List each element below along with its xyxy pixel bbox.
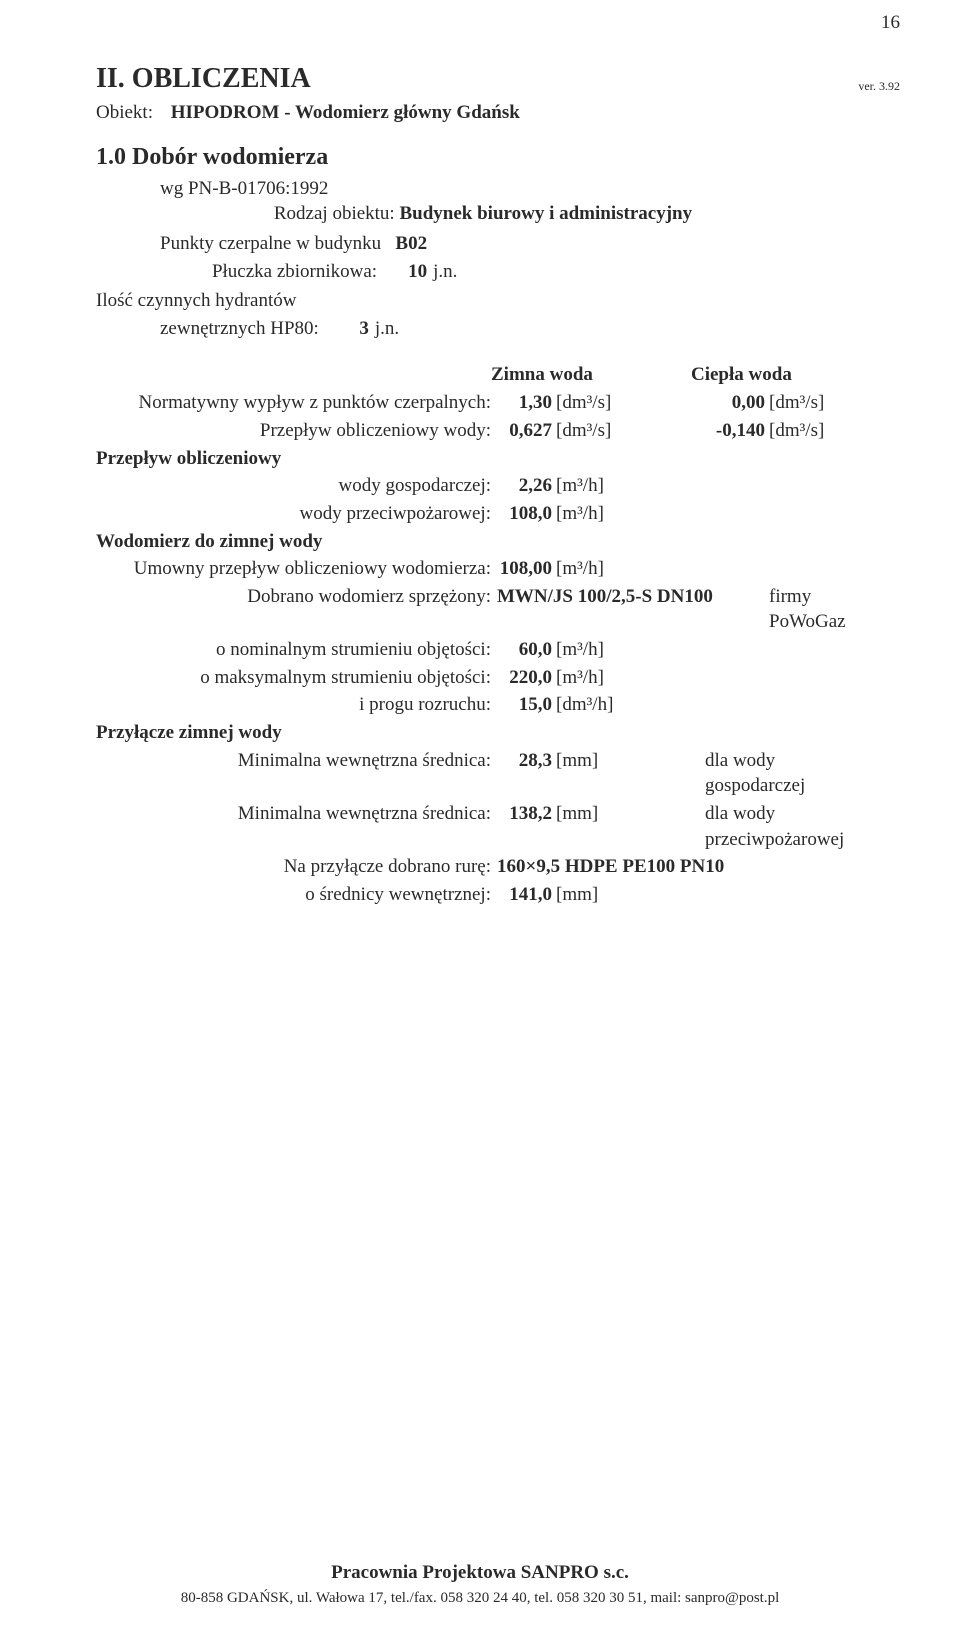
table-row: Przepływ obliczeniowy — [96, 445, 870, 473]
norm-v2: 0,00 — [705, 389, 769, 417]
wodo-header: Wodomierz do zimnej wody — [96, 528, 497, 556]
col-zimna: Zimna woda — [491, 362, 691, 388]
gosp-v1: 2,26 — [497, 472, 556, 500]
min2-note: dla wody przeciwpożarowej — [705, 800, 870, 853]
umow-v1: 108,00 — [497, 555, 556, 583]
table-row: Punkty czerpalne w budynku B02 — [160, 231, 463, 259]
col-ciepla: Ciepła woda — [691, 362, 851, 388]
ppoz-v1: 108,0 — [497, 500, 556, 528]
norm-v1: 1,30 — [497, 389, 556, 417]
max-u1: [m³/h] — [556, 664, 705, 692]
max-label: o maksymalnym strumieniu objętości: — [96, 664, 497, 692]
version-label: ver. 3.92 — [858, 78, 900, 94]
wg-line: wg PN-B-01706:1992 — [160, 176, 870, 202]
dobr-label: Dobrano wodomierz sprzężony: — [96, 583, 497, 636]
norm-label: Normatywny wypływ z punktów czerpalnych: — [96, 389, 497, 417]
hydrant-value: 3 — [329, 316, 375, 344]
przw-u2: [dm³/s] — [769, 417, 870, 445]
gosp-label: wody gospodarczej: — [96, 472, 497, 500]
table-row: Dobrano wodomierz sprzężony: MWN/JS 100/… — [96, 583, 870, 636]
table-row: Płuczka zbiornikowa: 10 j.n. — [160, 259, 463, 287]
min1-note: dla wody gospodarczej — [705, 747, 870, 800]
przobl-header: Przepływ obliczeniowy — [96, 445, 497, 473]
table-row: Minimalna wewnętrzna średnica: 138,2 [mm… — [96, 800, 870, 853]
punkty-value: B02 — [387, 231, 433, 259]
sred-u: [mm] — [556, 881, 705, 909]
na-val: 160×9,5 HDPE PE100 PN10 — [497, 853, 870, 881]
footer-name: Pracownia Projektowa SANPRO s.c. — [0, 1560, 960, 1586]
table-row: o średnicy wewnętrznej: 141,0 [mm] — [96, 881, 870, 909]
hydrant-line1: Ilość czynnych hydrantów — [96, 288, 870, 314]
min1-u: [mm] — [556, 747, 705, 800]
section-heading: II. OBLICZENIA — [96, 60, 870, 98]
przw-u1: [dm³/s] — [556, 417, 705, 445]
hydrant-unit: j.n. — [375, 316, 405, 344]
column-headers: Zimna woda Ciepła woda — [96, 362, 870, 388]
table-row: zewnętrznych HP80: 3 j.n. — [160, 316, 405, 344]
table-row: Umowny przepływ obliczeniowy wodomierza:… — [96, 555, 870, 583]
table-row: o maksymalnym strumieniu objętości: 220,… — [96, 664, 870, 692]
min2-v: 138,2 — [497, 800, 556, 853]
kv-table-2: zewnętrznych HP80: 3 j.n. — [160, 316, 405, 344]
table-row: Wodomierz do zimnej wody — [96, 528, 870, 556]
pluczka-value: 10 — [387, 259, 433, 287]
nom-v1: 60,0 — [497, 636, 556, 664]
object-type-label: Rodzaj obiektu: — [274, 203, 395, 224]
object-type-value: Budynek biurowy i administracyjny — [399, 203, 692, 224]
table-row: Na przyłącze dobrano rurę: 160×9,5 HDPE … — [96, 853, 870, 881]
norm-u1: [dm³/s] — [556, 389, 705, 417]
dobr-val: MWN/JS 100/2,5-S DN100 — [497, 583, 769, 636]
nom-u1: [m³/h] — [556, 636, 705, 664]
pluczka-unit: j.n. — [433, 259, 463, 287]
table-row: i progu rozruchu: 15,0 [dm³/h] — [96, 691, 870, 719]
przyz-header: Przyłącze zimnej wody — [96, 719, 497, 747]
umow-label: Umowny przepływ obliczeniowy wodomierza: — [96, 555, 497, 583]
table-row: wody przeciwpożarowej: 108,0 [m³/h] — [96, 500, 870, 528]
min1-label: Minimalna wewnętrzna średnica: — [96, 747, 497, 800]
ppoz-u1: [m³/h] — [556, 500, 705, 528]
umow-u1: [m³/h] — [556, 555, 705, 583]
prog-u1: [dm³/h] — [556, 691, 705, 719]
przw-v2: -0,140 — [705, 417, 769, 445]
prog-label: i progu rozruchu: — [96, 691, 497, 719]
table-row: Minimalna wewnętrzna średnica: 28,3 [mm]… — [96, 747, 870, 800]
object-line: Obiekt: HIPODROM - Wodomierz główny Gdań… — [96, 100, 870, 126]
punkty-unit — [433, 231, 463, 259]
subsection-heading: 1.0 Dobór wodomierza — [96, 141, 870, 173]
dobr-firm: firmy PoWoGaz — [769, 583, 870, 636]
sred-v: 141,0 — [497, 881, 556, 909]
footer-address: 80-858 GDAŃSK, ul. Wałowa 17, tel./fax. … — [0, 1588, 960, 1608]
table-row: Przepływ obliczeniowy wody: 0,627 [dm³/s… — [96, 417, 870, 445]
punkty-label: Punkty czerpalne w budynku — [160, 231, 387, 259]
object-type-line: Rodzaj obiektu: Budynek biurowy i admini… — [96, 201, 870, 227]
przw-v1: 0,627 — [497, 417, 556, 445]
page-number: 16 — [881, 10, 900, 36]
na-label: Na przyłącze dobrano rurę: — [96, 853, 497, 881]
min2-u: [mm] — [556, 800, 705, 853]
prog-v1: 15,0 — [497, 691, 556, 719]
data-table: Normatywny wypływ z punktów czerpalnych:… — [96, 389, 870, 908]
min1-v: 28,3 — [497, 747, 556, 800]
max-v1: 220,0 — [497, 664, 556, 692]
table-row: Przyłącze zimnej wody — [96, 719, 870, 747]
pluczka-label: Płuczka zbiornikowa: — [160, 259, 387, 287]
gosp-u1: [m³/h] — [556, 472, 705, 500]
przw-label: Przepływ obliczeniowy wody: — [96, 417, 497, 445]
min2-label: Minimalna wewnętrzna średnica: — [96, 800, 497, 853]
hydrant-label: zewnętrznych HP80: — [160, 316, 329, 344]
object-value: HIPODROM - Wodomierz główny Gdańsk — [171, 102, 520, 123]
kv-table: Punkty czerpalne w budynku B02 Płuczka z… — [160, 231, 463, 286]
norm-u2: [dm³/s] — [769, 389, 870, 417]
footer: Pracownia Projektowa SANPRO s.c. 80-858 … — [0, 1560, 960, 1608]
sred-label: o średnicy wewnętrznej: — [96, 881, 497, 909]
ppoz-label: wody przeciwpożarowej: — [96, 500, 497, 528]
nom-label: o nominalnym strumieniu objętości: — [96, 636, 497, 664]
table-row: o nominalnym strumieniu objętości: 60,0 … — [96, 636, 870, 664]
object-label: Obiekt: — [96, 100, 166, 126]
table-row: wody gospodarczej: 2,26 [m³/h] — [96, 472, 870, 500]
table-row: Normatywny wypływ z punktów czerpalnych:… — [96, 389, 870, 417]
col-spacer — [96, 362, 491, 388]
